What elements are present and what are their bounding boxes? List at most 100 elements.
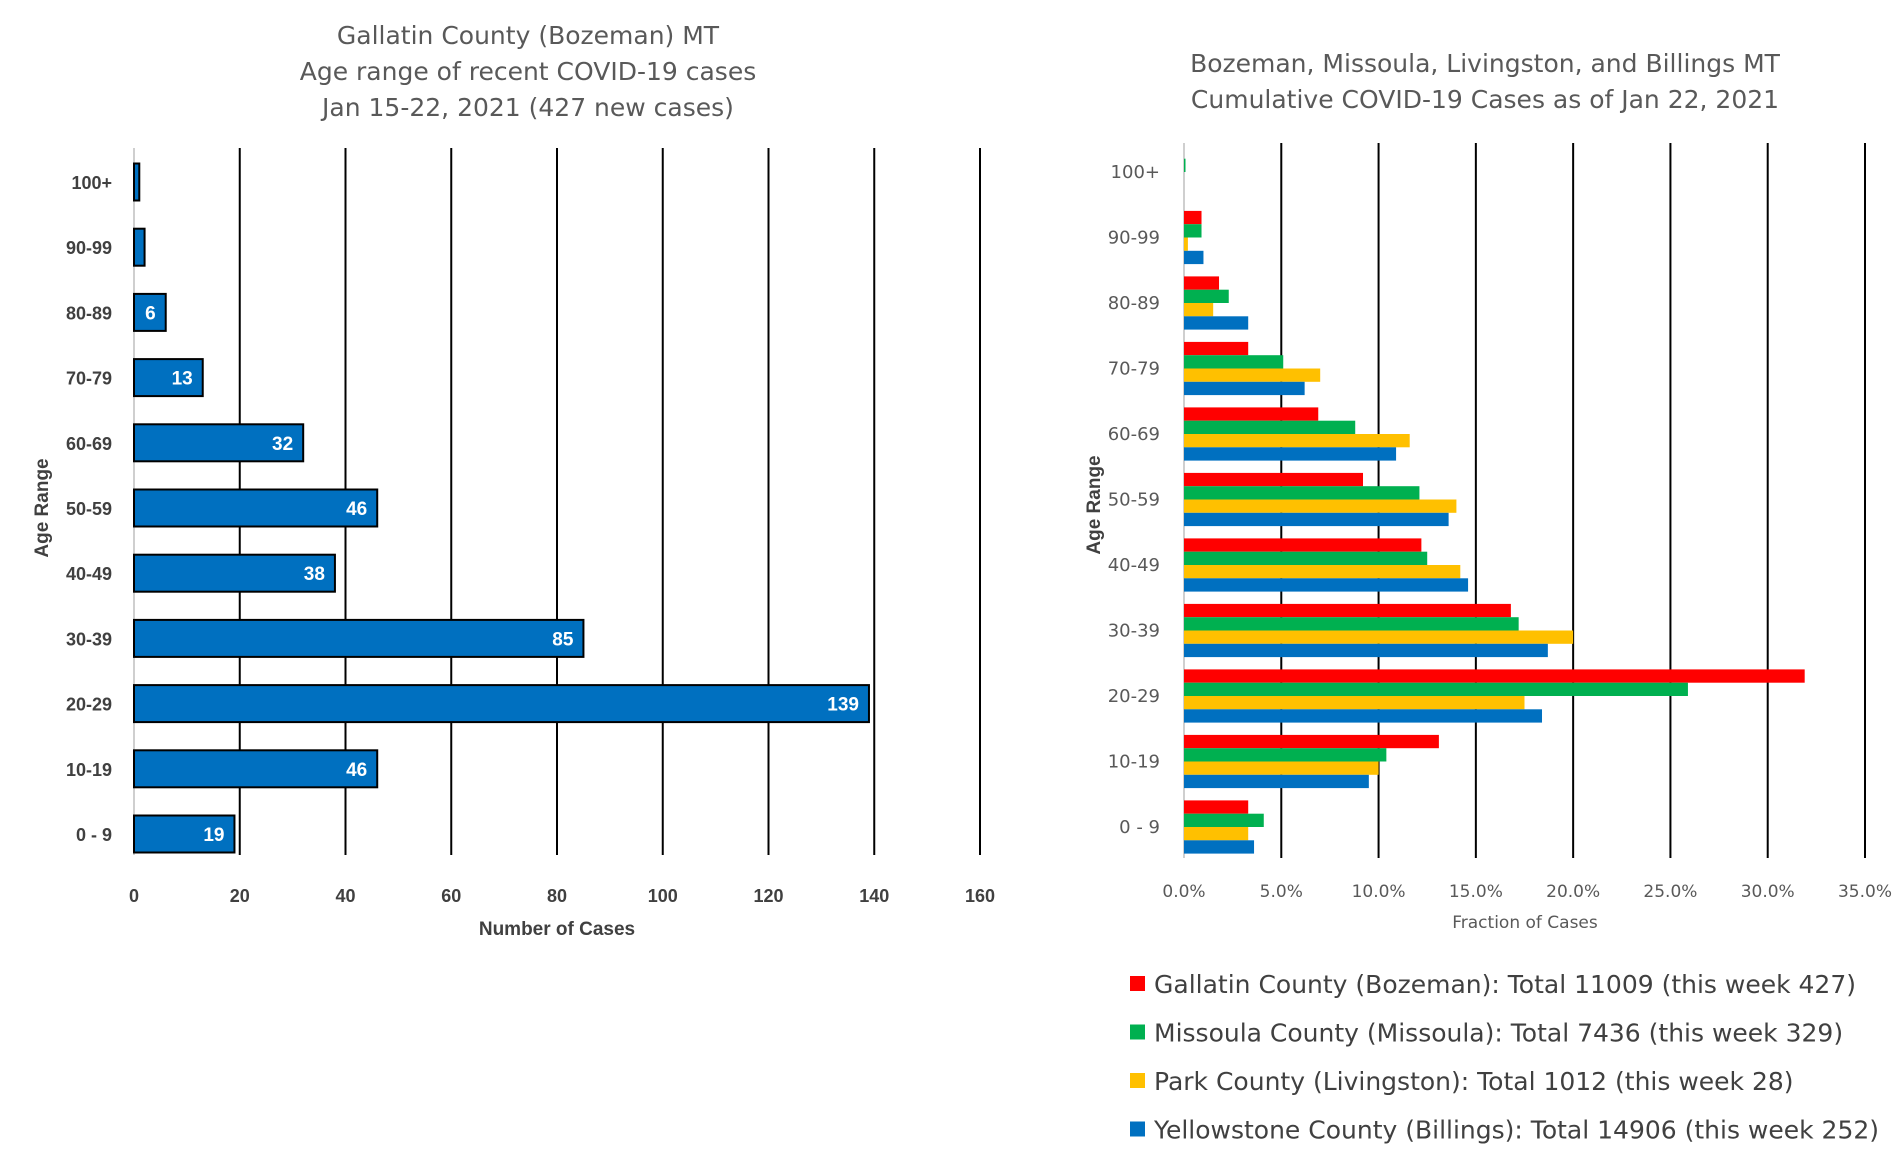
y-category-label: 50-59 bbox=[1108, 490, 1160, 511]
bar-yellowstone bbox=[1184, 643, 1548, 658]
y-category-label: 90-99 bbox=[66, 238, 112, 258]
bar bbox=[133, 618, 585, 658]
bar-yellowstone bbox=[1184, 774, 1369, 789]
bar-missoula bbox=[1184, 289, 1229, 303]
x-tick-label: 120 bbox=[753, 886, 783, 906]
y-category-label: 30-39 bbox=[66, 629, 112, 649]
bar-park bbox=[1184, 237, 1188, 251]
bar-gallatin bbox=[1184, 341, 1249, 356]
data-label: 46 bbox=[346, 499, 367, 520]
y-category-label: 0 - 9 bbox=[76, 825, 112, 845]
bar-gallatin bbox=[1184, 407, 1319, 421]
y-category-label: 20-29 bbox=[1108, 686, 1160, 707]
bar bbox=[133, 488, 379, 528]
chart-title-line: Bozeman, Missoula, Livingston, and Billi… bbox=[1190, 49, 1781, 78]
x-tick-label: 10.0% bbox=[1352, 882, 1406, 902]
bar-gallatin bbox=[1184, 472, 1364, 487]
bar-park bbox=[1184, 696, 1525, 710]
x-tick-label: 20.0% bbox=[1546, 882, 1600, 902]
x-tick-label: 35.0% bbox=[1838, 882, 1892, 902]
y-category-label: 100+ bbox=[71, 173, 112, 193]
x-tick-label: 40 bbox=[335, 886, 355, 906]
legend-swatch bbox=[1130, 1024, 1145, 1040]
chart-title-line: Jan 15-22, 2021 (427 new cases) bbox=[320, 93, 734, 122]
bar bbox=[133, 814, 236, 854]
x-tick-label: 25.0% bbox=[1643, 882, 1697, 902]
bar-gallatin bbox=[1184, 276, 1220, 290]
bar bbox=[133, 749, 379, 789]
bar bbox=[133, 162, 141, 202]
bar-gallatin bbox=[1184, 669, 1805, 683]
bar-yellowstone bbox=[1184, 840, 1255, 854]
bar-park bbox=[1184, 499, 1457, 513]
bar bbox=[133, 227, 146, 267]
bar-yellowstone bbox=[1184, 250, 1204, 265]
bar bbox=[133, 684, 870, 724]
y-category-label: 60-69 bbox=[66, 434, 112, 454]
bar-park bbox=[1184, 434, 1410, 448]
y-axis-title: Age Range bbox=[32, 458, 53, 557]
right-chart: Bozeman, Missoula, Livingston, and Billi… bbox=[1040, 0, 1900, 1153]
x-tick-label: 20 bbox=[230, 886, 250, 906]
left-chart: Gallatin County (Bozeman) MT Age range of… bbox=[0, 0, 1030, 1000]
legend-label: Yellowstone County (Billings): Total 149… bbox=[1153, 1116, 1879, 1145]
x-tick-label: 0 bbox=[129, 886, 139, 906]
y-category-label: 10-19 bbox=[66, 760, 112, 780]
bar-gallatin bbox=[1184, 734, 1439, 749]
bar-park bbox=[1184, 368, 1321, 382]
x-tick-label: 100 bbox=[648, 886, 678, 906]
data-label: 19 bbox=[203, 825, 224, 846]
bar bbox=[133, 358, 204, 398]
y-category-label: 100+ bbox=[1111, 162, 1160, 183]
x-tick-label: 15.0% bbox=[1449, 882, 1503, 902]
bar-missoula bbox=[1184, 682, 1688, 696]
chart-title-line: Gallatin County (Bozeman) MT bbox=[337, 21, 720, 50]
bar bbox=[133, 553, 336, 593]
legend-swatch bbox=[1130, 1121, 1145, 1137]
bar-missoula bbox=[1184, 551, 1428, 565]
bar-gallatin bbox=[1184, 210, 1202, 225]
bar bbox=[133, 423, 305, 463]
data-label: 46 bbox=[346, 760, 367, 781]
data-label: 13 bbox=[172, 369, 193, 390]
y-category-label: 60-69 bbox=[1108, 424, 1160, 445]
x-tick-label: 60 bbox=[441, 886, 461, 906]
y-category-label: 70-79 bbox=[66, 369, 112, 389]
bar-yellowstone bbox=[1184, 316, 1249, 330]
bar-gallatin bbox=[1184, 538, 1422, 552]
y-category-label: 90-99 bbox=[1108, 228, 1160, 249]
bar-gallatin bbox=[1184, 800, 1249, 814]
x-tick-label: 30.0% bbox=[1741, 882, 1795, 902]
data-label: 139 bbox=[827, 695, 859, 716]
legend-label: Park County (Livingston): Total 1012 (th… bbox=[1154, 1067, 1794, 1096]
bar-yellowstone bbox=[1184, 447, 1397, 461]
y-category-label: 20-29 bbox=[66, 695, 112, 715]
bar-yellowstone bbox=[1184, 381, 1305, 396]
y-category-label: 40-49 bbox=[66, 564, 112, 584]
y-axis-title: Age Range bbox=[1084, 455, 1105, 554]
x-axis-title: Number of Cases bbox=[479, 919, 635, 940]
bar-park bbox=[1184, 303, 1214, 317]
y-category-label: 80-89 bbox=[66, 303, 112, 323]
data-label: 6 bbox=[145, 303, 156, 324]
bar-missoula bbox=[1184, 420, 1356, 434]
x-tick-label: 160 bbox=[965, 886, 995, 906]
bar-gallatin bbox=[1184, 603, 1511, 618]
legend-label: Missoula County (Missoula): Total 7436 (… bbox=[1154, 1019, 1843, 1048]
y-category-label: 30-39 bbox=[1108, 621, 1160, 642]
bar-yellowstone bbox=[1184, 578, 1469, 592]
y-category-label: 0 - 9 bbox=[1119, 817, 1160, 838]
bar-missoula bbox=[1184, 813, 1264, 827]
bar-missoula bbox=[1184, 486, 1420, 500]
right-chart-svg: Bozeman, Missoula, Livingston, and Billi… bbox=[1084, 49, 1892, 1145]
bar-yellowstone bbox=[1184, 709, 1543, 723]
legend-label: Gallatin County (Bozeman): Total 11009 (… bbox=[1154, 970, 1856, 999]
bar-missoula bbox=[1184, 355, 1284, 369]
x-axis-title: Fraction of Cases bbox=[1452, 913, 1598, 933]
y-category-label: 50-59 bbox=[66, 499, 112, 519]
y-category-label: 10-19 bbox=[1108, 752, 1160, 773]
left-chart-svg: Gallatin County (Bozeman) MT Age range of… bbox=[32, 21, 995, 940]
bar bbox=[133, 292, 167, 332]
bar-yellowstone bbox=[1184, 512, 1449, 527]
bar-missoula bbox=[1184, 748, 1387, 762]
